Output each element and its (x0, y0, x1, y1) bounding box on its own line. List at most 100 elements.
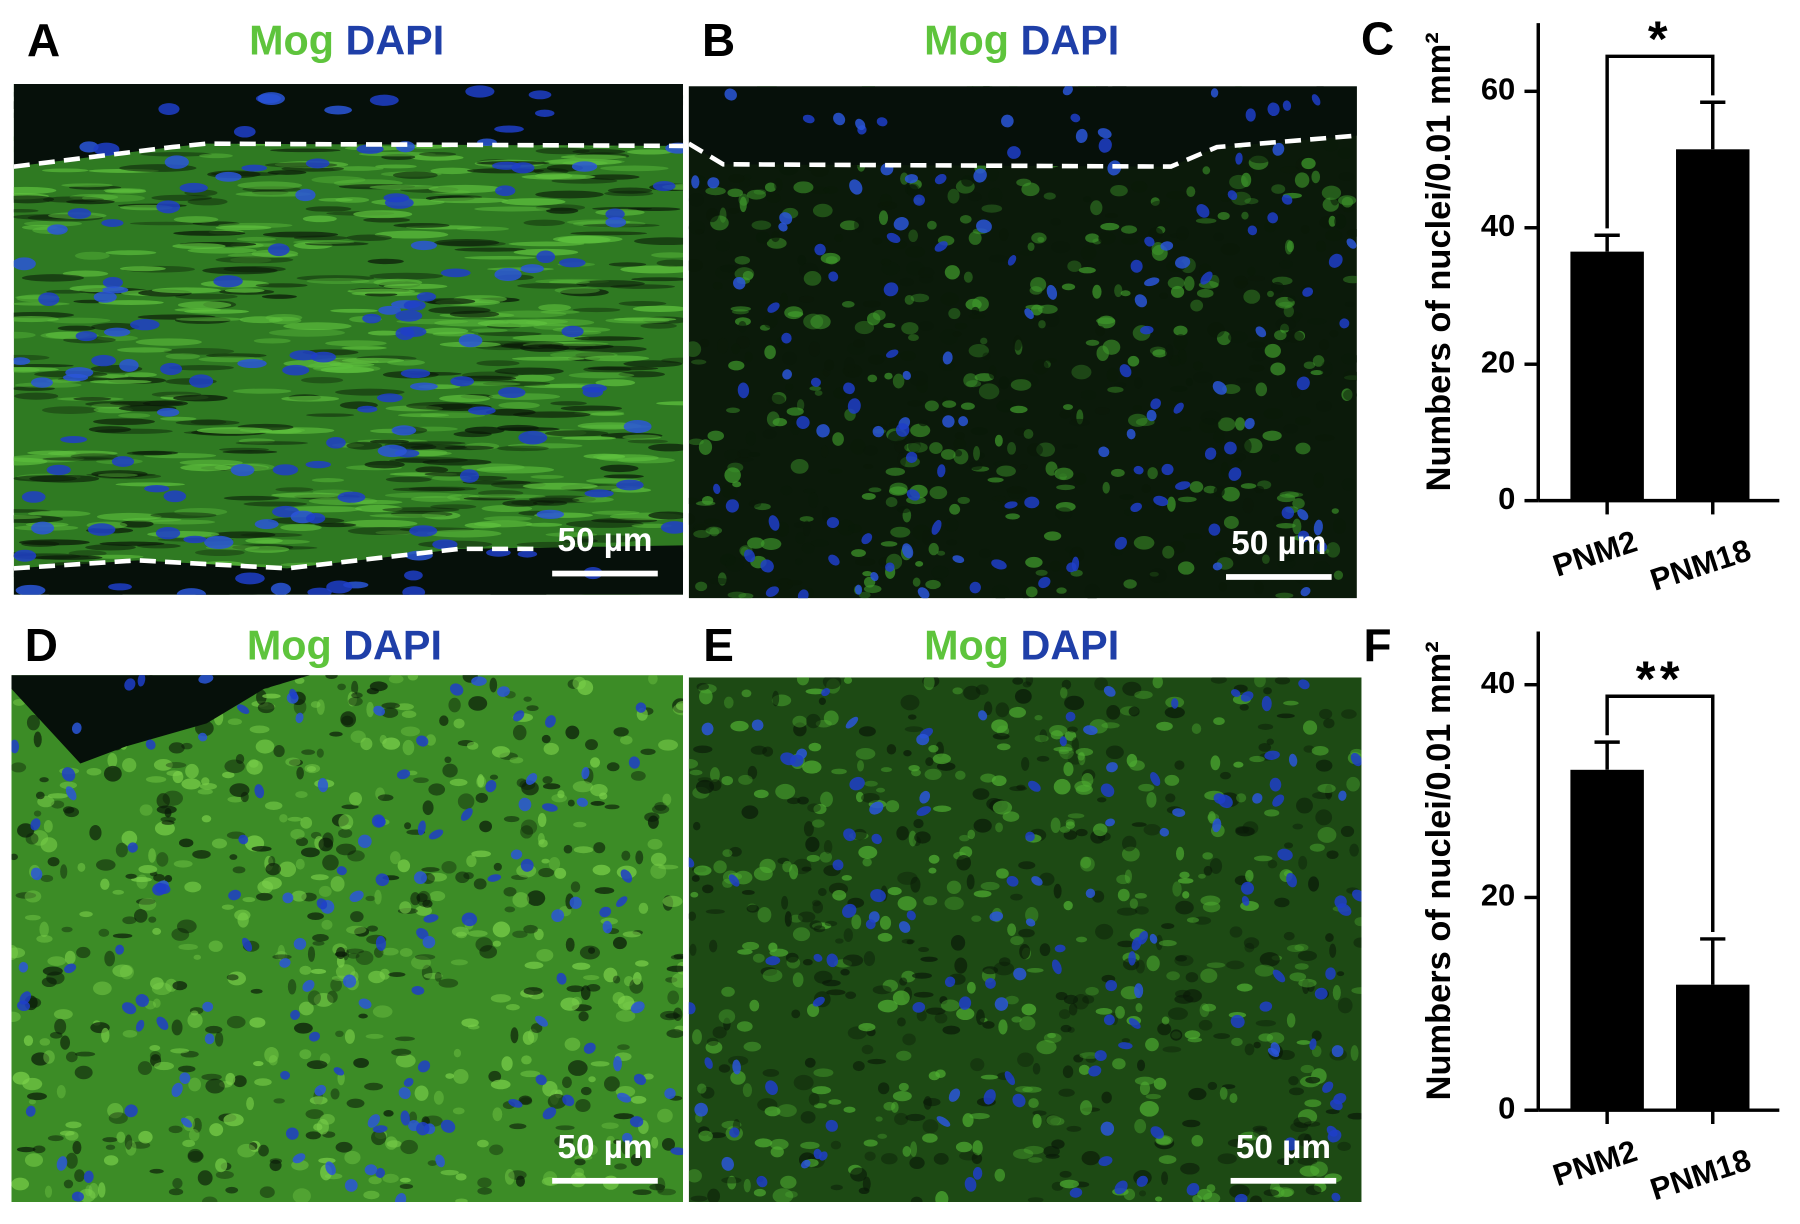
fiber (358, 1013, 368, 1019)
fiber (1045, 1114, 1061, 1126)
fiber (790, 459, 809, 474)
fiber (811, 1086, 832, 1095)
fiber (584, 355, 650, 362)
nucleus (1339, 318, 1350, 329)
fiber (561, 436, 616, 440)
fiber (36, 934, 53, 943)
fiber (441, 860, 457, 874)
fiber (1082, 196, 1092, 203)
fiber (862, 857, 872, 867)
nucleus (906, 910, 916, 921)
nucleus (902, 543, 914, 559)
fiber (864, 1151, 876, 1161)
fiber (830, 1140, 842, 1150)
nucleus (571, 161, 598, 172)
fiber (1283, 700, 1299, 706)
fiber (795, 532, 806, 544)
fiber (843, 357, 855, 373)
fiber (1239, 164, 1248, 170)
micrograph (688, 677, 1362, 1203)
fiber (227, 718, 242, 726)
fiber (1116, 907, 1138, 916)
fiber (688, 497, 699, 505)
fiber (991, 495, 1007, 502)
fiber (731, 309, 749, 315)
nucleus (660, 521, 684, 534)
fiber (467, 930, 488, 937)
fiber (33, 810, 42, 817)
fiber (754, 1138, 773, 1148)
nucleus (30, 818, 41, 831)
fiber (780, 292, 788, 308)
fiber (767, 394, 786, 406)
fiber (229, 854, 238, 860)
nucleus (855, 118, 866, 131)
fiber (1338, 172, 1355, 182)
fiber (70, 453, 118, 460)
fiber (613, 317, 677, 322)
fiber (445, 1073, 455, 1079)
fiber (516, 778, 527, 788)
fiber (762, 746, 774, 757)
fiber (957, 496, 970, 504)
fiber (310, 968, 327, 974)
fiber (572, 676, 586, 690)
fiber (419, 151, 457, 157)
nucleus (691, 175, 700, 189)
fiber (1094, 407, 1110, 415)
nucleus (1234, 1193, 1248, 1203)
nucleus (13, 357, 31, 366)
nucleus (1230, 1014, 1245, 1029)
fiber (1134, 690, 1153, 699)
fiber (1297, 950, 1317, 962)
fiber (1019, 464, 1028, 470)
fiber (688, 341, 702, 358)
nucleus (562, 1094, 575, 1107)
nucleus (383, 193, 410, 203)
fiber (956, 854, 971, 871)
fiber (388, 972, 406, 977)
fiber (223, 495, 280, 501)
fiber (422, 458, 492, 466)
fiber (1066, 1125, 1082, 1132)
fiber (548, 279, 591, 285)
fiber (1210, 677, 1227, 684)
fiber (1292, 823, 1304, 830)
nucleus (198, 675, 214, 684)
nucleus (289, 688, 298, 700)
fiber (885, 496, 898, 508)
fiber (1080, 1100, 1093, 1116)
nucleus (768, 515, 780, 531)
fiber (215, 1170, 234, 1179)
fiber (1036, 755, 1050, 762)
nucleus (1012, 1093, 1026, 1108)
fiber (721, 483, 738, 499)
fiber (450, 959, 468, 966)
fiber (268, 1054, 278, 1066)
fiber (253, 1060, 264, 1067)
fiber (601, 1122, 619, 1130)
fiber (1160, 590, 1169, 597)
fiber (1054, 467, 1074, 481)
fiber (307, 990, 321, 1006)
fiber (118, 413, 151, 418)
fiber (174, 307, 222, 312)
fiber (911, 769, 921, 777)
fiber (307, 946, 316, 962)
nucleus (760, 559, 774, 573)
fiber (881, 1153, 898, 1165)
fiber (1341, 353, 1357, 365)
fiber (1020, 374, 1039, 388)
fiber (512, 930, 528, 939)
fiber (1222, 1084, 1236, 1089)
fiber (843, 928, 853, 943)
fiber (588, 1076, 596, 1083)
fiber (195, 549, 245, 556)
nucleus (403, 1077, 414, 1087)
nucleus (375, 1167, 385, 1178)
fiber (981, 204, 1003, 213)
fiber (982, 1021, 995, 1029)
fiber (27, 510, 91, 517)
fiber (513, 411, 591, 418)
fiber (72, 1140, 82, 1155)
